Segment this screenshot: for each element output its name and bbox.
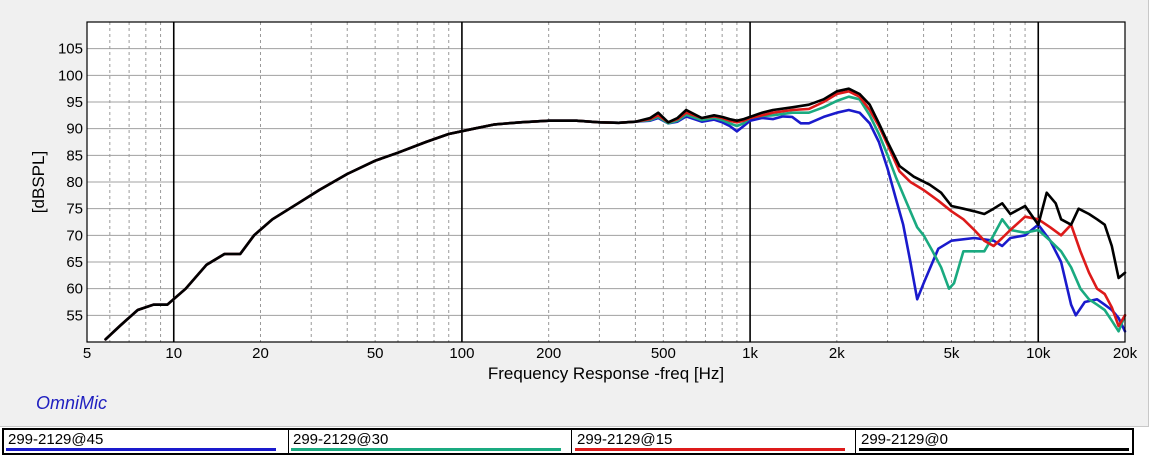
y-tick-label: 70 bbox=[66, 227, 83, 244]
y-tick-label: 85 bbox=[66, 147, 83, 164]
y-tick-label: 105 bbox=[58, 41, 83, 58]
legend-divider bbox=[571, 430, 572, 453]
legend-item-0: 299-2129@45 bbox=[4, 430, 276, 453]
x-tick-label: 10k bbox=[1026, 345, 1051, 362]
x-tick-label: 500 bbox=[651, 345, 676, 362]
legend-label: 299-2129@45 bbox=[8, 431, 104, 448]
x-tick-label: 20 bbox=[252, 345, 269, 362]
frequency-response-chart: 55 60 65 70 75 80 85 90 95 100 105 5 10 20 50 100 200 500… bbox=[29, 21, 1138, 383]
y-axis-label: [dBSPL] bbox=[29, 151, 48, 213]
legend-swatch bbox=[859, 448, 1129, 451]
grid bbox=[87, 22, 1125, 342]
x-tick-label: 100 bbox=[449, 345, 474, 362]
legend-divider bbox=[855, 430, 856, 453]
series-group bbox=[104, 87, 1127, 341]
y-tick-label: 55 bbox=[66, 307, 83, 324]
x-tick-label: 200 bbox=[536, 345, 561, 362]
legend-item-3: 299-2129@0 bbox=[857, 430, 1129, 453]
x-tick-label: 5 bbox=[83, 345, 91, 362]
x-axis-label: Frequency Response -freq [Hz] bbox=[488, 364, 724, 383]
y-tick-label: 75 bbox=[66, 201, 83, 218]
x-tick-label: 10 bbox=[165, 345, 182, 362]
tick-labels: 55 60 65 70 75 80 85 90 95 100 105 5 10 20 50 100 200 500… bbox=[58, 41, 1138, 362]
legend-swatch bbox=[6, 448, 276, 451]
y-tick-label: 60 bbox=[66, 281, 83, 298]
y-tick-label: 65 bbox=[66, 254, 83, 271]
y-tick-label: 80 bbox=[66, 174, 83, 191]
y-tick-label: 95 bbox=[66, 94, 83, 111]
legend-item-2: 299-2129@15 bbox=[573, 430, 845, 453]
legend-label: 299-2129@15 bbox=[577, 431, 673, 448]
series-line-3 bbox=[104, 87, 1127, 341]
x-tick-label: 1k bbox=[742, 345, 758, 362]
brand-logo-text: OmniMic bbox=[36, 393, 107, 413]
legend: 299-2129@45 299-2129@30 299-2129@15 299-… bbox=[2, 428, 1134, 455]
legend-label: 299-2129@30 bbox=[293, 431, 389, 448]
x-tick-label: 20k bbox=[1113, 345, 1138, 362]
y-tick-label: 100 bbox=[58, 67, 83, 84]
y-tick-label: 90 bbox=[66, 121, 83, 138]
x-tick-label: 5k bbox=[944, 345, 960, 362]
legend-label: 299-2129@0 bbox=[861, 431, 948, 448]
legend-swatch bbox=[575, 448, 845, 451]
plot-border bbox=[86, 21, 1126, 343]
x-tick-label: 2k bbox=[829, 345, 845, 362]
x-tick-label: 50 bbox=[367, 345, 384, 362]
legend-divider bbox=[288, 430, 289, 453]
legend-item-1: 299-2129@30 bbox=[289, 430, 561, 453]
legend-swatch bbox=[291, 448, 561, 451]
